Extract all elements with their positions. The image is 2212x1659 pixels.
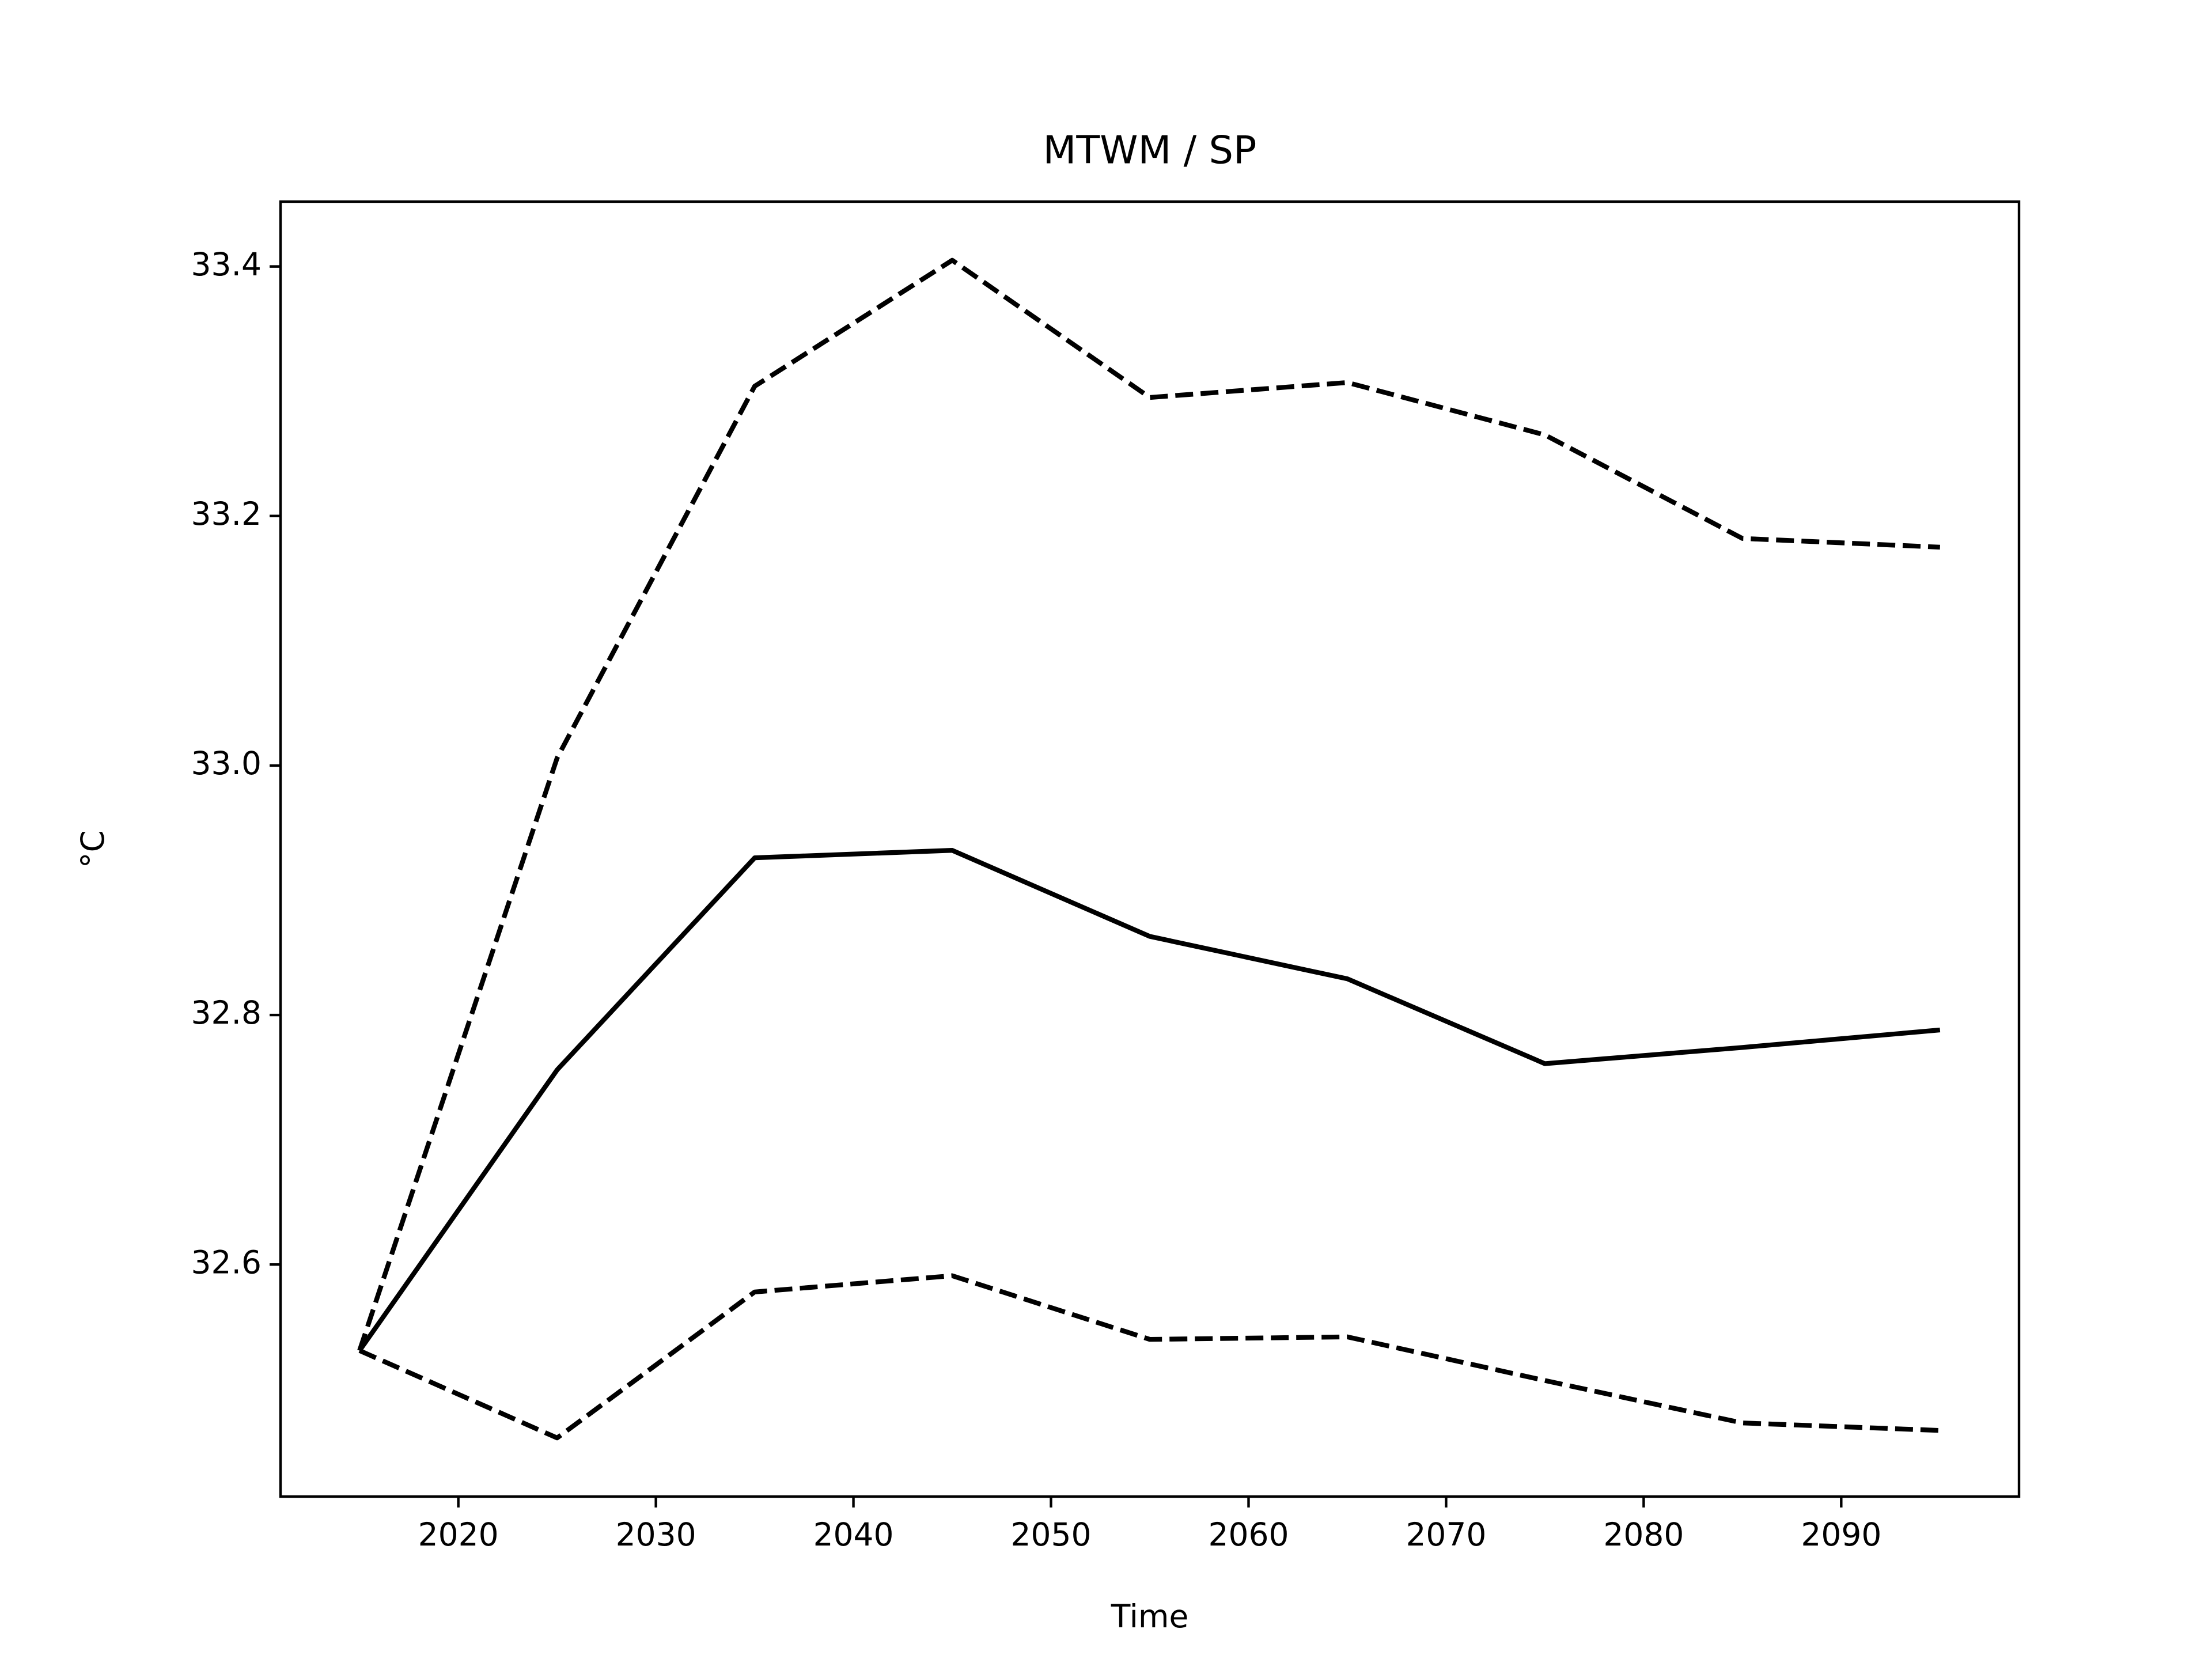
chart-title: MTWM / SP [1043,128,1257,173]
y-tick-label: 33.4 [191,246,262,283]
series-line [357,848,1941,1352]
plot-frame [279,200,2021,1498]
x-axis-label: Time [1111,1598,1189,1635]
series-line [358,1273,1940,1441]
y-tick-label: 32.6 [191,1244,262,1281]
series-line [357,257,1941,1351]
y-tick-label: 33.0 [191,745,262,782]
y-tick-label: 33.2 [191,495,262,532]
y-axis-label: °C [74,830,111,868]
x-tick-label: 2020 [418,1516,499,1553]
x-tick-label: 2080 [1603,1516,1684,1553]
x-tick-label: 2090 [1801,1516,1881,1553]
x-tick-label: 2040 [813,1516,894,1553]
y-tick-label: 32.8 [191,994,262,1031]
x-tick-label: 2060 [1208,1516,1289,1553]
x-tick-label: 2070 [1406,1516,1486,1553]
x-tick-label: 2050 [1011,1516,1092,1553]
x-tick-label: 2030 [616,1516,696,1553]
